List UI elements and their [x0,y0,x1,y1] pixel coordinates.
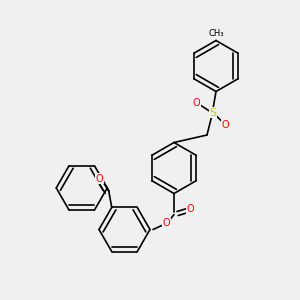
Text: CH₃: CH₃ [208,28,224,38]
Text: O: O [187,203,194,214]
Text: O: O [193,98,200,109]
Text: S: S [209,107,217,118]
Text: O: O [96,174,103,184]
Text: O: O [221,119,229,130]
Text: O: O [163,218,170,229]
